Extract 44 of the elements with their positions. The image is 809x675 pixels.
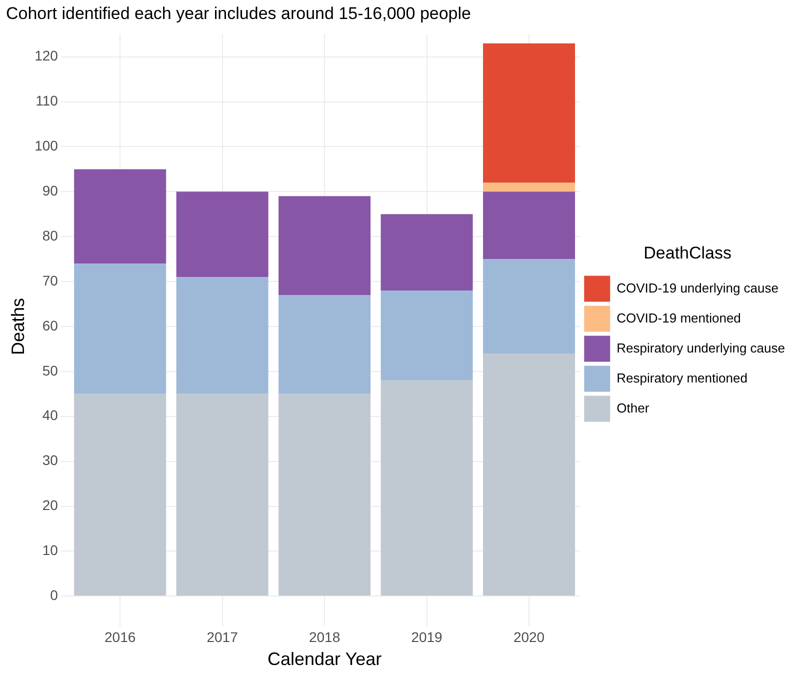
y-tick-label: 40 — [42, 407, 58, 424]
bar — [278, 295, 371, 394]
bar — [483, 182, 576, 192]
legend-label: COVID-19 underlying cause — [616, 280, 778, 296]
x-tick-label: 2016 — [104, 628, 136, 645]
y-tick-label: 0 — [50, 586, 58, 603]
legend-label: Respiratory underlying cause — [616, 340, 786, 356]
chart-title: Cohort identified each year includes around 15-16,000 people — [6, 4, 471, 23]
x-tick-label: 2018 — [308, 628, 340, 645]
bar — [176, 277, 268, 394]
bar — [483, 353, 576, 596]
bar — [278, 394, 371, 596]
x-axis-title: Calendar Year — [268, 649, 382, 670]
bar — [483, 259, 576, 354]
y-tick-label: 30 — [42, 452, 58, 468]
bar — [380, 290, 473, 380]
legend-label: COVID-19 mentioned — [616, 310, 741, 326]
x-tick-label: 2020 — [513, 628, 545, 645]
bar — [74, 264, 166, 394]
bar — [483, 43, 576, 183]
bar — [176, 192, 268, 278]
legend-label: Other — [616, 400, 650, 416]
bar — [74, 394, 166, 596]
y-tick-label: 110 — [36, 92, 58, 109]
legend-label: Respiratory mentioned — [616, 370, 748, 386]
y-tick-label: 20 — [42, 497, 58, 514]
bar — [483, 192, 576, 260]
x-tick-label: 2017 — [206, 628, 238, 645]
y-tick-label: 80 — [42, 227, 58, 244]
y-tick-label: 50 — [42, 362, 58, 378]
bar — [74, 169, 166, 264]
bar — [176, 394, 268, 596]
y-tick-label: 70 — [42, 272, 58, 288]
legend-title: DeathClass — [644, 243, 732, 262]
y-axis-title: Deaths — [8, 298, 28, 356]
bar — [278, 196, 371, 296]
y-tick-label: 10 — [42, 542, 58, 558]
y-tick-label: 90 — [42, 182, 58, 199]
y-tick-label: 120 — [34, 48, 58, 64]
y-tick-label: 60 — [42, 317, 58, 334]
x-tick-label: 2019 — [411, 628, 443, 645]
bar — [380, 380, 473, 596]
bar — [380, 214, 473, 291]
y-tick-label: 100 — [34, 138, 58, 154]
